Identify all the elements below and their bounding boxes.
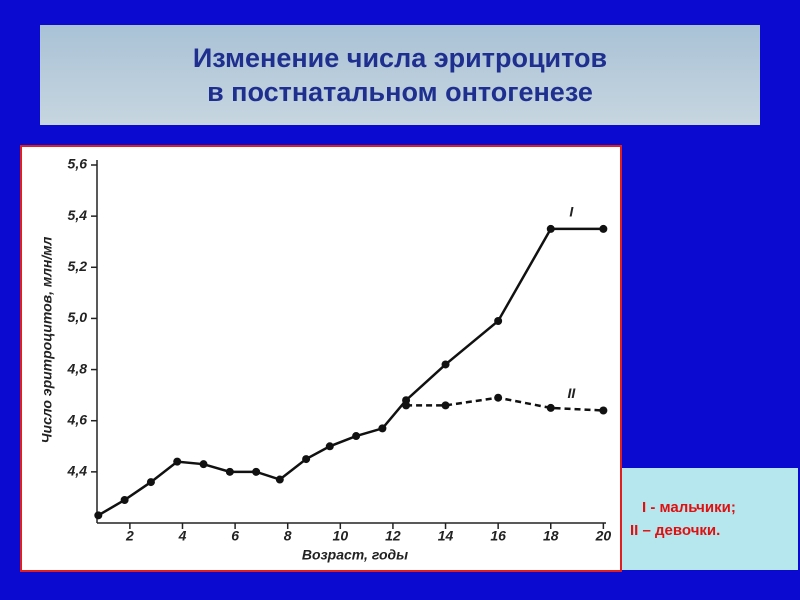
title-line: Изменение числа эритроцитов xyxy=(192,43,608,73)
x-tick-label: 16 xyxy=(490,528,506,544)
point xyxy=(441,360,450,369)
y-tick-label: 4,8 xyxy=(67,360,88,376)
point xyxy=(599,224,608,233)
y-tick-label: 5,6 xyxy=(68,156,88,172)
x-tick-label: 14 xyxy=(438,528,454,544)
point xyxy=(546,403,555,412)
series-label: II xyxy=(567,385,576,401)
point xyxy=(94,511,103,520)
point xyxy=(225,467,234,476)
point xyxy=(199,460,208,469)
x-tick-label: 4 xyxy=(178,528,187,544)
y-tick-label: 5,2 xyxy=(68,258,88,274)
title-box: Изменение числа эритроцитов в постнаталь… xyxy=(40,25,760,125)
chart-box xyxy=(20,145,622,572)
legend-entry: I - мальчики; xyxy=(642,499,736,516)
point xyxy=(494,316,503,325)
point xyxy=(441,401,450,410)
series-label: I xyxy=(569,204,574,220)
point xyxy=(252,467,261,476)
x-tick-label: 6 xyxy=(231,528,239,544)
point xyxy=(146,478,155,487)
x-tick-label: 2 xyxy=(125,528,134,544)
point xyxy=(275,475,284,484)
y-axis-label: Число эритроцитов, млн/мл xyxy=(39,236,55,443)
point xyxy=(402,401,411,410)
point xyxy=(120,495,129,504)
point xyxy=(352,432,361,441)
x-tick-label: 20 xyxy=(595,528,612,544)
x-axis-label: Возраст, годы xyxy=(302,547,408,563)
legend-entry: II – девочки. xyxy=(630,522,721,539)
series-line xyxy=(97,227,604,517)
title-line: в постнатальном онтогенезе xyxy=(207,77,593,107)
y-tick-label: 5,4 xyxy=(68,207,88,223)
point xyxy=(599,406,608,415)
y-tick-label: 4,6 xyxy=(67,411,88,427)
point xyxy=(325,442,334,451)
legend: I - мальчики; II – девочки. xyxy=(622,468,798,570)
x-tick-label: 8 xyxy=(284,528,292,544)
point xyxy=(173,457,182,466)
y-tick-label: 5,0 xyxy=(68,309,88,325)
x-tick-label: 10 xyxy=(333,528,349,544)
x-tick-label: 12 xyxy=(385,528,401,544)
point xyxy=(378,424,387,433)
point xyxy=(546,224,555,233)
point xyxy=(494,393,503,402)
point xyxy=(302,455,311,464)
y-tick-label: 4,4 xyxy=(67,463,88,479)
x-tick-label: 18 xyxy=(543,528,559,544)
